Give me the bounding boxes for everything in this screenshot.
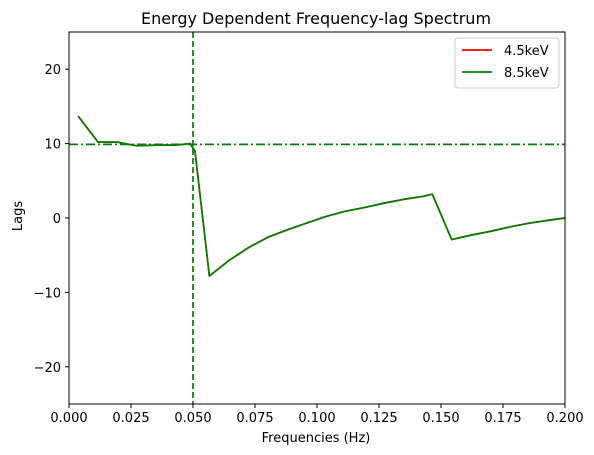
legend-label-4-5kev: 4.5keV — [504, 44, 549, 59]
series-line-4-5kev — [77, 115, 565, 277]
x-tick-label: 0.200 — [546, 411, 583, 426]
x-tick-label: 0.175 — [484, 411, 521, 426]
axis-ticks: 0.000 0.025 0.050 0.075 0.100 0.125 0.150 0.175… — [34, 63, 584, 426]
y-tick-label: −20 — [34, 361, 61, 376]
plot-frame — [68, 31, 566, 405]
series-line-8-5kev — [77, 115, 565, 277]
legend: 4.5keV 8.5keV — [454, 37, 560, 89]
x-tick-label: 0.025 — [112, 411, 149, 426]
y-tick-label: 10 — [44, 138, 61, 153]
reference-lines — [69, 32, 565, 404]
x-tick-label: 0.000 — [50, 411, 87, 426]
x-tick-label: 0.150 — [422, 411, 459, 426]
y-tick-label: −10 — [34, 286, 61, 301]
chart-title: Energy Dependent Frequency-lag Spectrum — [141, 9, 491, 28]
y-tick-label: 0 — [53, 212, 61, 227]
y-tick-label: 20 — [44, 63, 61, 78]
plot-content — [77, 115, 565, 277]
x-axis-label: Frequencies (Hz) — [262, 431, 371, 446]
legend-label-8-5kev: 8.5keV — [504, 66, 549, 81]
y-axis-label: Lags — [11, 201, 26, 231]
x-tick-label: 0.100 — [298, 411, 335, 426]
x-tick-label: 0.050 — [174, 411, 211, 426]
x-tick-label: 0.075 — [236, 411, 273, 426]
x-tick-label: 0.125 — [360, 411, 397, 426]
